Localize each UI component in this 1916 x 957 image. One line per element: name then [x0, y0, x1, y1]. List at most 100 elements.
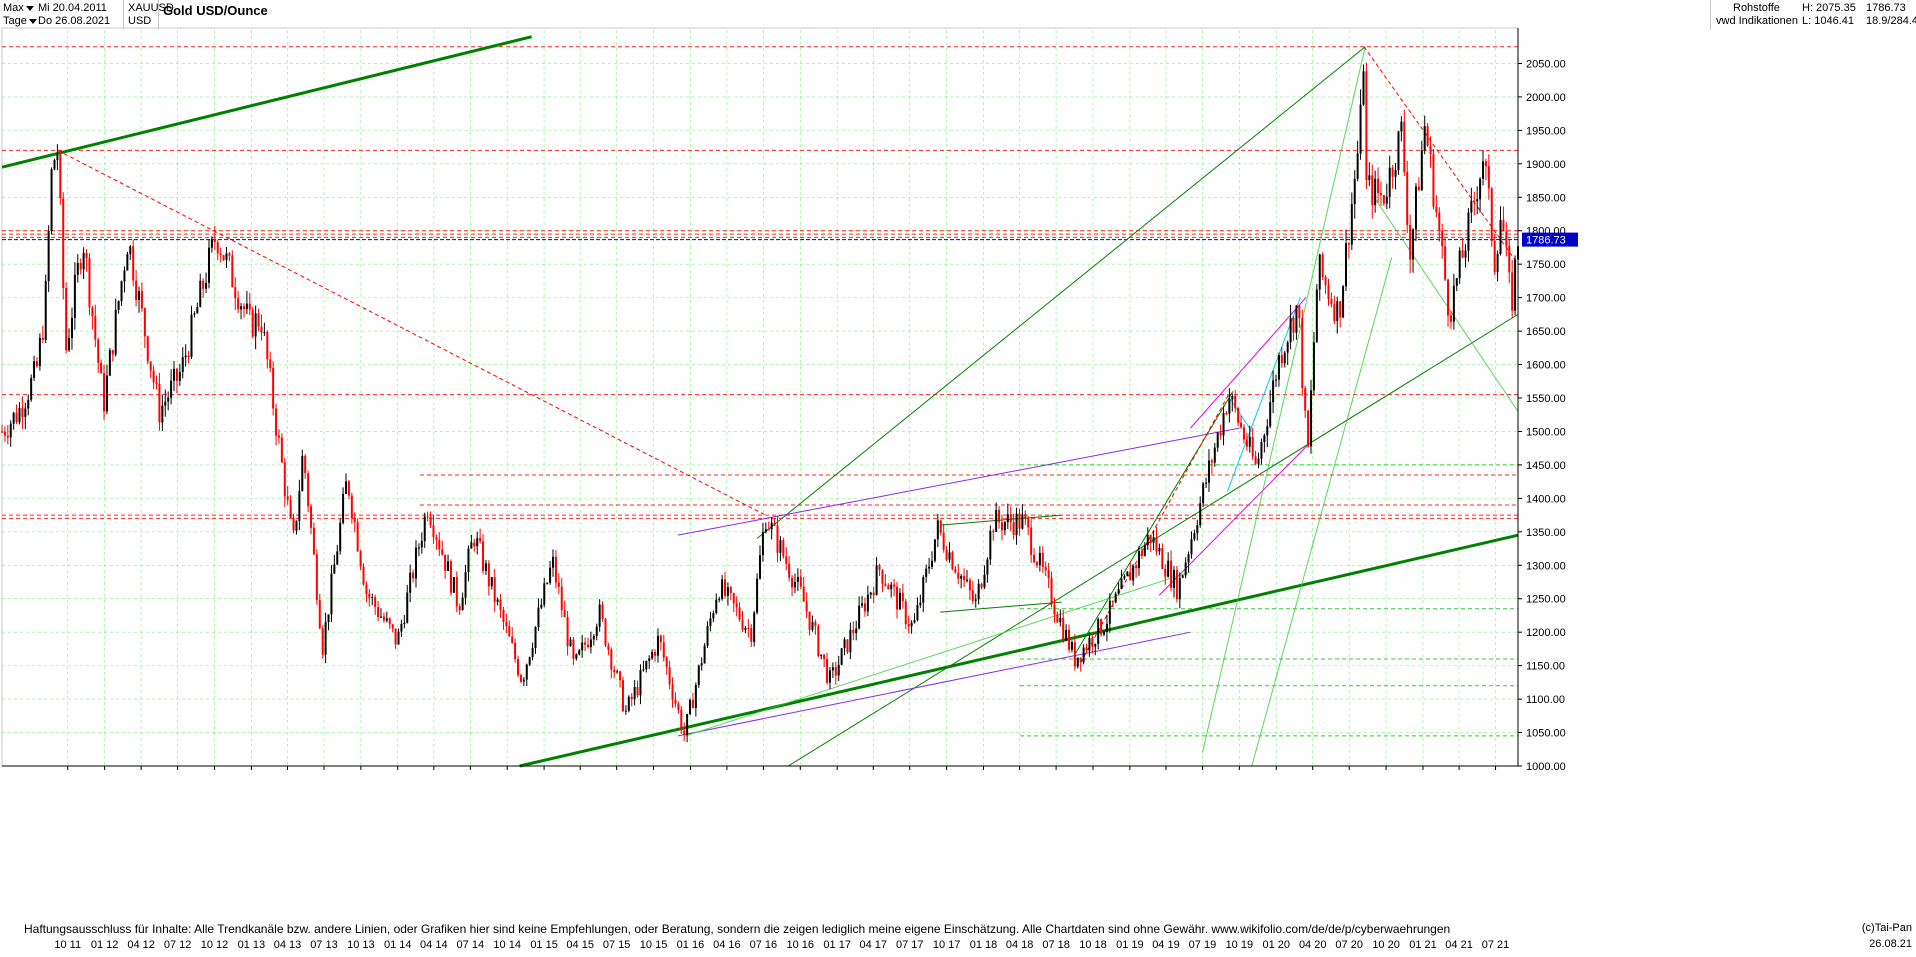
candle-body: [3, 431, 6, 436]
candle-body: [601, 604, 604, 619]
candle-body: [992, 530, 995, 532]
candle-body: [1207, 460, 1210, 483]
range-select[interactable]: Max: [3, 2, 34, 15]
candle-body: [648, 658, 651, 661]
candle-body: [931, 560, 934, 567]
trend-lines: [1, 35, 1519, 768]
candle-body: [1132, 565, 1135, 581]
candle-body: [327, 614, 330, 622]
candle-body: [1056, 614, 1059, 623]
candle-body: [143, 308, 146, 337]
interval-select[interactable]: Tage: [3, 15, 37, 28]
candle-body: [1272, 380, 1275, 403]
candle-body: [799, 576, 802, 587]
candle-body: [732, 593, 735, 604]
candle-body: [1426, 126, 1429, 146]
candle-body: [607, 645, 610, 650]
candle-body: [1269, 402, 1272, 427]
x-tick-label: 07 13: [310, 939, 338, 951]
candle-body: [482, 541, 485, 571]
candle-body: [578, 650, 581, 655]
candle-body: [79, 263, 82, 270]
candle-body: [1059, 617, 1062, 623]
candle-body: [123, 270, 126, 282]
candle-body: [1496, 254, 1499, 272]
candle-body: [304, 455, 307, 474]
candle-body: [452, 577, 455, 593]
candle-body: [910, 622, 913, 627]
candle-body: [525, 664, 528, 680]
candle-body: [82, 252, 85, 270]
candle-body: [901, 592, 904, 602]
candle-body: [426, 516, 429, 518]
x-tick-label: 04 16: [713, 939, 741, 951]
candle-body: [135, 280, 138, 301]
candle-body: [522, 679, 525, 682]
candle-body: [15, 412, 18, 423]
candle-body: [103, 373, 106, 412]
candle-body: [1085, 647, 1088, 651]
candle-body: [1100, 619, 1103, 635]
candle-body: [1511, 272, 1514, 311]
candle-body: [315, 554, 318, 601]
candle-body: [1216, 432, 1219, 448]
trend-line: [677, 631, 1191, 737]
candle-body: [356, 521, 359, 552]
candle-body: [965, 579, 968, 581]
candle-body: [1301, 317, 1304, 389]
candle-body: [158, 383, 161, 423]
candle-body: [301, 455, 304, 491]
candle-body: [222, 255, 225, 261]
candle-body: [796, 576, 799, 582]
candle-body: [41, 337, 44, 340]
candle-body: [1435, 206, 1438, 213]
candle-body: [898, 592, 901, 610]
candle-body: [756, 578, 759, 613]
candle-body: [292, 517, 295, 531]
x-tick-label: 01 17: [823, 939, 851, 951]
y-tick-label: 1950.00: [1526, 125, 1566, 137]
date-from: Mi 20.04.2011: [38, 2, 107, 14]
candle-body: [263, 331, 266, 333]
candle-body: [9, 423, 12, 438]
candle-body: [286, 496, 289, 500]
candle-body: [654, 652, 657, 656]
candle-body: [435, 537, 438, 540]
candle-body: [1038, 552, 1041, 566]
y-tick-label: 1600.00: [1526, 360, 1566, 372]
disclaimer: Haftungsausschluss für Inhalte: Alle Tre…: [24, 922, 1451, 936]
x-tick-label: 10 15: [640, 939, 668, 951]
candle-body: [619, 671, 622, 681]
candle-body: [1406, 172, 1409, 225]
candle-body: [1012, 522, 1015, 536]
candle-body: [1344, 243, 1347, 287]
candle-body: [537, 607, 540, 627]
candle-body: [887, 585, 890, 590]
candle-body: [718, 598, 721, 600]
candle-body: [1382, 194, 1385, 204]
horizontal-levels: [2, 46, 1518, 737]
candle-body: [863, 603, 866, 612]
candle-body: [257, 313, 260, 327]
candle-body: [514, 642, 517, 660]
candle-body: [826, 658, 829, 683]
candle-body: [310, 506, 313, 528]
candle-body: [111, 350, 114, 355]
candle-body: [374, 597, 377, 608]
x-tick-label: 10 12: [201, 939, 229, 951]
candle-body: [382, 616, 385, 621]
candle-body: [942, 532, 945, 550]
candle-body: [919, 602, 922, 606]
candle-body: [1365, 71, 1368, 180]
y-tick-label: 1050.00: [1526, 728, 1566, 740]
candle-body: [1006, 514, 1009, 523]
candle-body: [1175, 570, 1178, 600]
candle-body: [429, 517, 432, 526]
candle-body: [175, 368, 178, 381]
candle-body: [1385, 196, 1388, 204]
candle-body: [1487, 166, 1490, 189]
x-tick-label: 10 14: [493, 939, 521, 951]
candle-body: [496, 599, 499, 602]
candle-body: [1123, 576, 1126, 579]
trend-line: [756, 46, 1366, 539]
